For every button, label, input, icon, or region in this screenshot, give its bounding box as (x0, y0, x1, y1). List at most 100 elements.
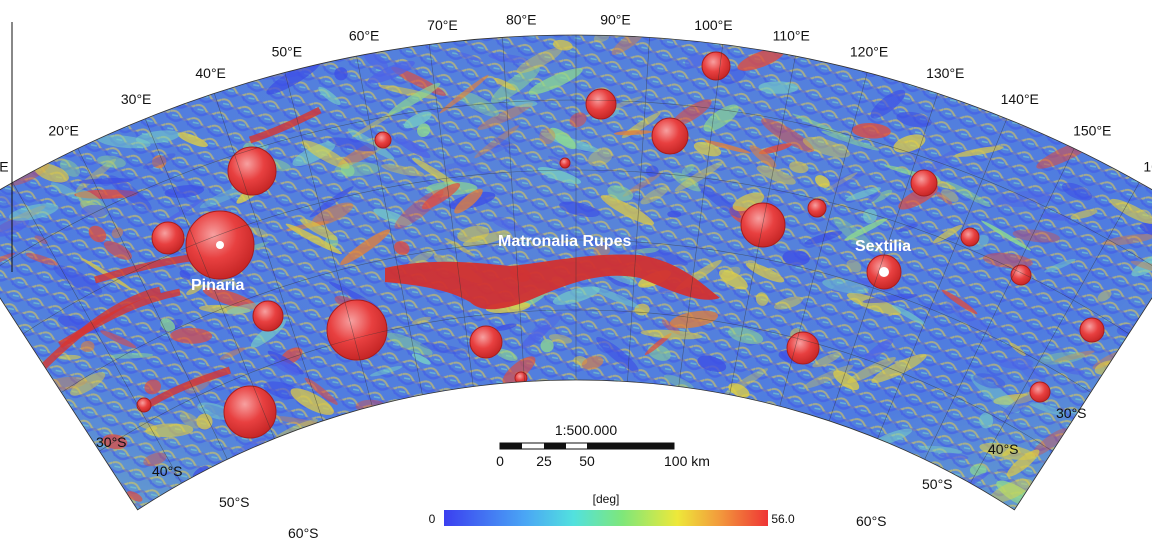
terrain-patch (941, 289, 978, 315)
terrain-patch (403, 111, 432, 129)
terrain-patch (485, 142, 510, 155)
latitude-label-right: 50°S (922, 476, 953, 492)
terrain-patch (145, 423, 194, 438)
terrain-patch (88, 225, 107, 243)
terrain-patch (528, 68, 583, 95)
terrain-patch (96, 155, 126, 168)
terrain-patch (311, 202, 354, 226)
terrain-patch (829, 176, 850, 194)
ridge (94, 254, 191, 284)
terrain-patch (1102, 234, 1152, 246)
terrain-patch (755, 292, 769, 306)
terrain-patch (737, 47, 785, 71)
terrain-patch (301, 140, 350, 169)
graticule (0, 35, 1152, 510)
terrain-patch (179, 269, 191, 280)
longitude-label: 110°E (773, 28, 810, 44)
crater (223, 385, 277, 439)
terrain-patch (1010, 342, 1026, 357)
latitude-label-right: 60°S (856, 513, 887, 529)
terrain-patch (697, 355, 727, 373)
terrain-patch (981, 220, 1032, 251)
longitude-label: 120°E (850, 44, 888, 60)
terrain-patch (494, 323, 517, 331)
terrain-patch (862, 293, 918, 304)
terrain-patch (370, 366, 403, 377)
terrain-patch (290, 388, 334, 415)
terrain-patch (111, 227, 124, 239)
terrain-patch (782, 250, 810, 266)
parallel (0, 99, 1152, 276)
crater (740, 202, 786, 248)
terrain-patch (1028, 401, 1067, 416)
terrain-patch (34, 163, 69, 183)
terrain-patch (0, 252, 16, 271)
terrain-patch (613, 130, 652, 136)
terrain-patch (846, 292, 902, 315)
color-bar-gradient (444, 510, 768, 526)
terrain-patch (723, 368, 769, 396)
latitude-label-right: 40°S (988, 441, 1019, 457)
terrain-patch (198, 304, 251, 314)
terrain-patch (1002, 394, 1037, 416)
terrain-patch (1044, 258, 1076, 273)
terrain-patch (1110, 198, 1152, 224)
longitude-label: 100°E (694, 17, 732, 33)
terrain-patch (474, 125, 520, 159)
terrain-patch (53, 265, 103, 294)
meridian (627, 37, 650, 382)
terrain-patch (758, 143, 792, 155)
meridian (213, 93, 324, 421)
longitude-label: 80°E (506, 12, 537, 28)
terrain-patch (607, 185, 634, 201)
terrain-patch (502, 356, 536, 385)
crater (701, 51, 731, 81)
terrain-patch (70, 372, 106, 396)
terrain-patch (982, 252, 1033, 269)
terrain-patch (871, 189, 893, 203)
color-bar-max: 56.0 (771, 512, 795, 526)
terrain-patch (157, 199, 204, 227)
crater (1029, 381, 1051, 403)
longitude-label: 10°E (0, 158, 9, 174)
terrain-patch (1019, 363, 1046, 384)
terrain-patch (622, 173, 662, 197)
meridian (77, 148, 228, 460)
latitude-labels-right: 30°S 40°S 50°S 60°S (856, 405, 1087, 529)
terrain-patch (170, 327, 213, 344)
terrain-patch (237, 282, 251, 296)
crater (326, 299, 388, 361)
terrain-patch (394, 241, 410, 255)
meridian (678, 44, 724, 387)
terrain-patch (1070, 209, 1098, 220)
terrain-patch (196, 413, 213, 430)
crater (910, 169, 938, 197)
scale-tick-100: 100 km (664, 453, 710, 469)
terrain-patch (995, 190, 1055, 207)
terrain-patch (756, 165, 796, 185)
terrain-patch (663, 374, 695, 391)
terrain-patch (938, 452, 969, 460)
pinaria-marker (216, 241, 224, 249)
terrain-patch (1054, 350, 1095, 362)
terrain-patch (552, 39, 573, 51)
pinaria-label: Pinaria (191, 277, 244, 294)
color-bar: [deg] 0 56.0 (429, 492, 795, 526)
crater (1010, 264, 1032, 286)
terrain-patch (1097, 290, 1112, 302)
terrain-patch (388, 82, 441, 115)
longitude-label: 90°E (600, 12, 631, 28)
terrain-patch (973, 373, 1006, 389)
terrain-patch (477, 102, 534, 130)
longitude-label: 140°E (1001, 91, 1039, 107)
terrain-patch (989, 478, 1033, 503)
terrain-patch (143, 153, 176, 169)
terrain-patch (640, 186, 669, 205)
terrain-patch (870, 89, 906, 119)
meridian (828, 93, 939, 421)
terrain-patch (593, 244, 611, 257)
terrain-patch (74, 189, 138, 199)
terrain-patch (373, 208, 412, 226)
terrain-patch (704, 140, 751, 154)
